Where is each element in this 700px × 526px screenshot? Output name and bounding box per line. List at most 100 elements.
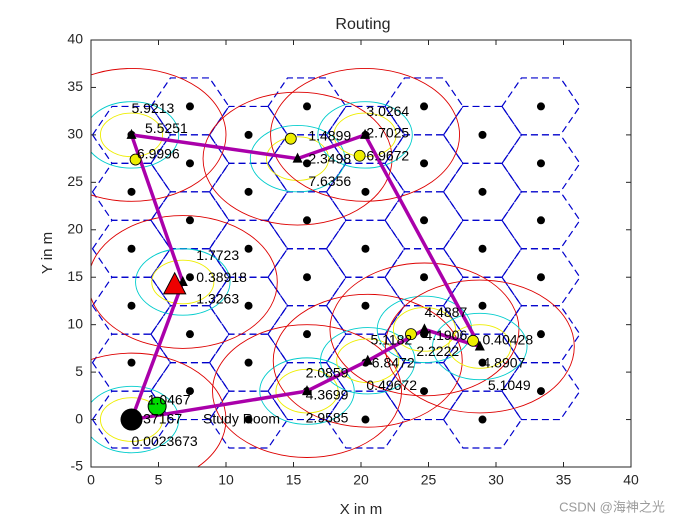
cell-center (185, 159, 194, 168)
cell-center (536, 330, 545, 339)
cell-center (420, 159, 429, 168)
annotation: 2.0859 (306, 365, 349, 381)
cell-center (478, 415, 487, 424)
range-circle (272, 293, 463, 428)
x-tick-label: 25 (421, 472, 437, 488)
cell-center (478, 130, 487, 139)
relay-node (405, 328, 417, 341)
range-circle (384, 279, 575, 414)
range-circle (249, 124, 346, 193)
x-axis-label: X in m (340, 501, 383, 518)
y-tick-label: 15 (67, 268, 83, 284)
cell-center (127, 358, 136, 367)
cell-center (303, 159, 311, 168)
cell-center (244, 358, 253, 367)
cell-center (361, 244, 370, 253)
relay-node (467, 334, 479, 347)
route-line (128, 132, 484, 422)
cell-center (478, 301, 487, 310)
cell-center (420, 216, 429, 225)
annotation: Study Room (203, 410, 280, 426)
x-tick-label: 15 (286, 472, 302, 488)
range-circle (151, 259, 215, 305)
annotation: 2.2222 (416, 343, 459, 359)
range-circle (91, 352, 227, 467)
annotation: 0.40428 (483, 332, 534, 348)
range-circle (266, 136, 330, 181)
annotation: 5.1049 (488, 377, 531, 393)
cell-center (536, 387, 545, 396)
y-tick-label: 35 (67, 78, 83, 94)
cell-hexagon (384, 77, 464, 136)
route-node (302, 385, 312, 396)
range-circle (259, 357, 355, 425)
route-node (474, 340, 485, 351)
cell-hexagon (150, 77, 230, 136)
cell-center (303, 216, 311, 225)
y-tick-label: 30 (67, 126, 83, 142)
y-tick-label: 25 (67, 173, 83, 189)
route-node (419, 323, 430, 334)
cell-center (244, 415, 253, 424)
annotation: 0.0023673 (132, 433, 198, 449)
range-circle (91, 68, 227, 202)
range-circle (99, 397, 163, 442)
annotation: 5.9213 (132, 100, 175, 116)
cell-hexagon (325, 105, 406, 164)
range-circle (270, 68, 460, 202)
y-tick-label: 20 (67, 220, 83, 236)
cell-center (361, 415, 370, 424)
cell-center (478, 244, 487, 253)
cell-center (244, 301, 253, 310)
annotation: 7.6356 (308, 173, 351, 189)
y-tick-label: -5 (71, 458, 84, 474)
range-circle (275, 368, 339, 414)
cell-center (185, 330, 194, 339)
cell-hexagon (442, 105, 523, 164)
annotation: 4.1906 (424, 327, 467, 343)
annotation: 1.4899 (308, 127, 351, 143)
annotation: 5.1182 (370, 332, 412, 348)
cell-center (303, 273, 311, 282)
cell-center (185, 387, 194, 396)
annotation: 2.3498 (308, 150, 351, 166)
cell-hexagon (208, 105, 289, 164)
target-node (162, 271, 187, 295)
annotation: 4.8907 (483, 354, 526, 370)
relay-node (129, 153, 142, 166)
annotation: 5.5251 (145, 120, 188, 136)
cell-center (303, 102, 311, 111)
watermark: CSDN @海神之光 (559, 499, 665, 514)
x-tick-label: 5 (155, 472, 163, 488)
range-circle (91, 385, 180, 454)
source-node (120, 408, 143, 431)
helper-node (147, 396, 167, 416)
range-circle (448, 324, 512, 369)
annotation: 6.9996 (137, 146, 180, 162)
y-axis-label: Y in m (39, 232, 56, 274)
x-tick-label: 30 (488, 472, 504, 488)
cell-center (185, 216, 194, 225)
annotation: 0.38918 (196, 269, 247, 285)
y-tick-label: 0 (75, 410, 83, 426)
cell-center (536, 216, 545, 225)
y-tick-label: 40 (67, 31, 83, 47)
annotation: 3.0264 (366, 103, 409, 119)
annotation: 1.3263 (196, 291, 239, 307)
y-tick-label: 5 (75, 363, 83, 379)
cell-center (244, 244, 253, 253)
annotation: 2.7025 (366, 125, 409, 141)
x-tick-label: 10 (218, 472, 234, 488)
range-circle (329, 262, 520, 397)
range-circle (212, 324, 402, 458)
cell-center (536, 273, 545, 282)
cell-center (185, 102, 194, 111)
range-circle (320, 327, 416, 395)
annotation: 4.3699 (306, 387, 349, 403)
range-circle (91, 101, 180, 169)
cell-center (185, 273, 194, 282)
range-circle (392, 307, 456, 352)
plot-area (91, 68, 581, 467)
cell-hexagon (91, 105, 172, 164)
cell-center (478, 187, 487, 196)
